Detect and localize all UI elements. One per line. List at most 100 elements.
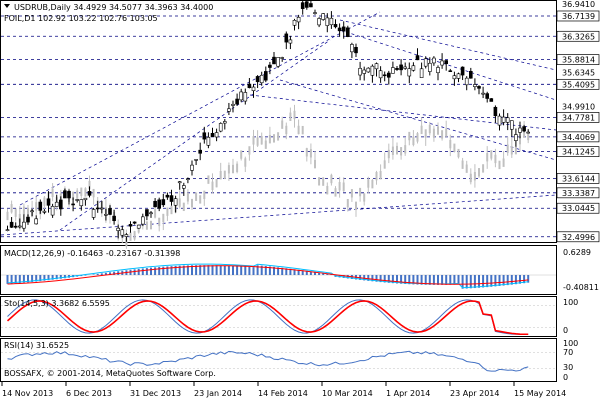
overlay-body xyxy=(408,131,411,141)
candle-body xyxy=(165,194,170,198)
candle-body xyxy=(214,132,219,138)
overlay-body xyxy=(309,149,312,158)
overlay-body xyxy=(22,206,25,215)
overlay-body xyxy=(35,202,38,211)
overlay-body xyxy=(441,130,444,139)
overlay-body xyxy=(359,187,362,197)
price-label: 34.7781 xyxy=(562,113,595,122)
candle-body xyxy=(518,127,522,133)
candle-body xyxy=(514,134,518,141)
candle-body xyxy=(100,207,104,210)
candle-body xyxy=(5,229,10,231)
candle-body xyxy=(522,126,526,132)
candle-body xyxy=(391,67,395,74)
candle-body xyxy=(38,201,43,211)
candle-body xyxy=(173,198,178,206)
price-label: 35.6345 xyxy=(562,69,595,78)
macd-scale-top: 0.6289 xyxy=(563,248,591,257)
candle-body xyxy=(95,207,100,210)
candle-body xyxy=(407,68,412,77)
overlay-body xyxy=(473,172,476,181)
price-level-box xyxy=(556,112,600,123)
overlay-body xyxy=(14,208,17,217)
candle-body xyxy=(190,164,194,171)
candle-body xyxy=(104,213,108,216)
candle-body xyxy=(272,56,276,65)
overlay-body xyxy=(326,185,329,195)
price-level-box xyxy=(556,187,600,199)
overlay-body xyxy=(428,124,431,134)
candle-body xyxy=(161,199,166,206)
candle-body xyxy=(108,208,112,215)
overlay-body xyxy=(469,173,472,183)
watermark: BOSSAFX, © 2001-2014, MetaQuotes Softwar… xyxy=(4,369,216,378)
candle-body xyxy=(276,57,280,67)
macd-label: MACD(12,26,9) -0.16463 -0.23167 -0.31398 xyxy=(4,249,180,258)
candle-body xyxy=(239,91,243,101)
overlay-body xyxy=(186,193,189,202)
candle-body xyxy=(350,44,354,53)
overlay-body xyxy=(420,125,423,135)
overlay-body xyxy=(371,179,374,189)
candle-body xyxy=(358,68,362,76)
candle-body xyxy=(149,212,153,215)
candle-body xyxy=(128,224,133,227)
overlay-body xyxy=(510,146,513,155)
candle-body xyxy=(444,60,449,65)
candle-body xyxy=(243,92,248,102)
overlay-body xyxy=(264,140,267,149)
overlay-body xyxy=(133,231,136,240)
overlay-body xyxy=(268,135,271,144)
overlay-body xyxy=(502,158,505,167)
candle-body xyxy=(198,149,202,154)
stoch-scale-top: 100 xyxy=(563,298,578,307)
candle-body xyxy=(153,200,157,208)
overlay-body xyxy=(10,204,13,213)
date-label: 15 May 2014 xyxy=(514,389,566,398)
candle-body xyxy=(378,70,383,79)
candle-body xyxy=(288,39,293,44)
candle-body xyxy=(448,70,453,72)
trend-line xyxy=(59,39,331,231)
price-label: 34.9910 xyxy=(562,102,595,111)
main-chart-frame[interactable] xyxy=(0,0,557,243)
candle-body xyxy=(268,64,272,68)
candle-body xyxy=(9,221,14,228)
candle-body xyxy=(456,73,461,79)
overlay-body xyxy=(178,198,181,207)
trend-line xyxy=(0,194,557,236)
candle-body xyxy=(17,225,22,228)
candle-body xyxy=(329,17,334,26)
price-label: 36.3265 xyxy=(562,32,595,41)
overlay-body xyxy=(482,164,485,173)
overlay-body xyxy=(256,137,259,146)
overlay-body xyxy=(478,168,480,177)
rsi-scale-top: 100 xyxy=(563,339,578,348)
overlay-body xyxy=(383,160,386,169)
candle-body xyxy=(169,195,174,202)
candle-body xyxy=(423,58,428,67)
candle-body xyxy=(141,216,145,225)
overlay-body xyxy=(162,213,165,223)
candle-body xyxy=(58,199,63,210)
overlay-body xyxy=(281,120,284,129)
overlay-body xyxy=(367,179,370,188)
candle-body xyxy=(366,67,371,73)
rsi-level-70: 70 xyxy=(563,348,573,357)
candle-body xyxy=(497,115,502,126)
price-label: 36.9410 xyxy=(562,0,595,9)
overlay-body xyxy=(43,197,46,206)
overlay-info: FOIL,D1 102.92 103.22 102.76 103.05 xyxy=(4,14,158,23)
axis-layer: 36.9410 36.7139 36.3265 35.8814 35.6345 35.40… xyxy=(1,0,600,386)
overlay-body xyxy=(125,237,128,247)
overlay-body xyxy=(260,136,263,145)
candle-body xyxy=(194,159,198,161)
candle-body xyxy=(473,84,477,87)
candle-body xyxy=(26,216,30,223)
price-level-box xyxy=(556,173,600,184)
candle-body xyxy=(112,215,116,222)
overlay-body xyxy=(199,195,202,204)
candle-body xyxy=(263,71,268,81)
overlay-body xyxy=(355,201,357,211)
